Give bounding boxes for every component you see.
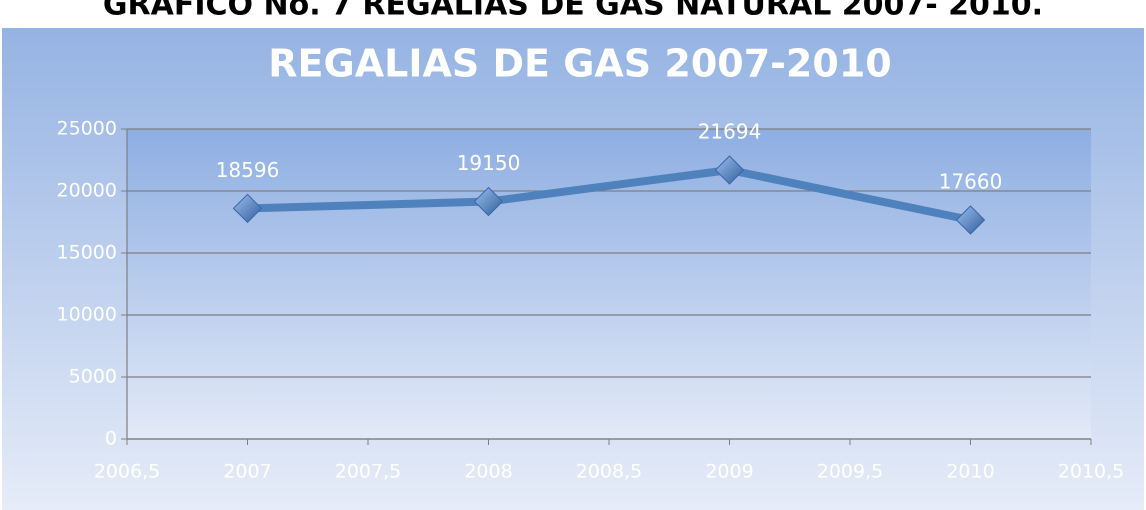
data-line bbox=[247, 165, 972, 224]
y-tick-label: 0 bbox=[105, 428, 117, 450]
x-tick-label: 2009 bbox=[705, 461, 753, 483]
x-tick-label: 2007 bbox=[223, 461, 271, 483]
heading: GRAFICO No. 7 REGALIAS DE GAS NATURAL 20… bbox=[103, 0, 1043, 23]
data-point bbox=[955, 205, 986, 235]
y-tick-label: 15000 bbox=[57, 242, 117, 264]
x-tick-label: 2009,5 bbox=[817, 461, 883, 483]
data-label: 17660 bbox=[939, 170, 1003, 194]
x-tick-label: 2010,5 bbox=[1058, 461, 1124, 483]
data-point bbox=[714, 155, 745, 185]
y-tick-label: 25000 bbox=[57, 118, 117, 140]
x-tick-label: 2007,5 bbox=[335, 461, 401, 483]
x-tick-label: 2010 bbox=[946, 461, 994, 483]
x-tick-label: 2008 bbox=[464, 461, 512, 483]
y-tick-label: 10000 bbox=[57, 304, 117, 326]
data-label: 18596 bbox=[216, 158, 280, 182]
data-label: 19150 bbox=[457, 151, 521, 175]
data-point bbox=[232, 193, 263, 224]
data-point bbox=[473, 186, 504, 217]
y-tick-label: 5000 bbox=[69, 366, 117, 388]
y-tick-label: 20000 bbox=[57, 180, 117, 202]
data-label: 21694 bbox=[698, 119, 762, 143]
x-tick-label: 2008,5 bbox=[576, 461, 642, 483]
chart-title: REGALIAS DE GAS 2007-2010 bbox=[268, 42, 891, 86]
x-tick-label: 2006,5 bbox=[94, 461, 160, 483]
plot-area bbox=[127, 129, 1091, 439]
